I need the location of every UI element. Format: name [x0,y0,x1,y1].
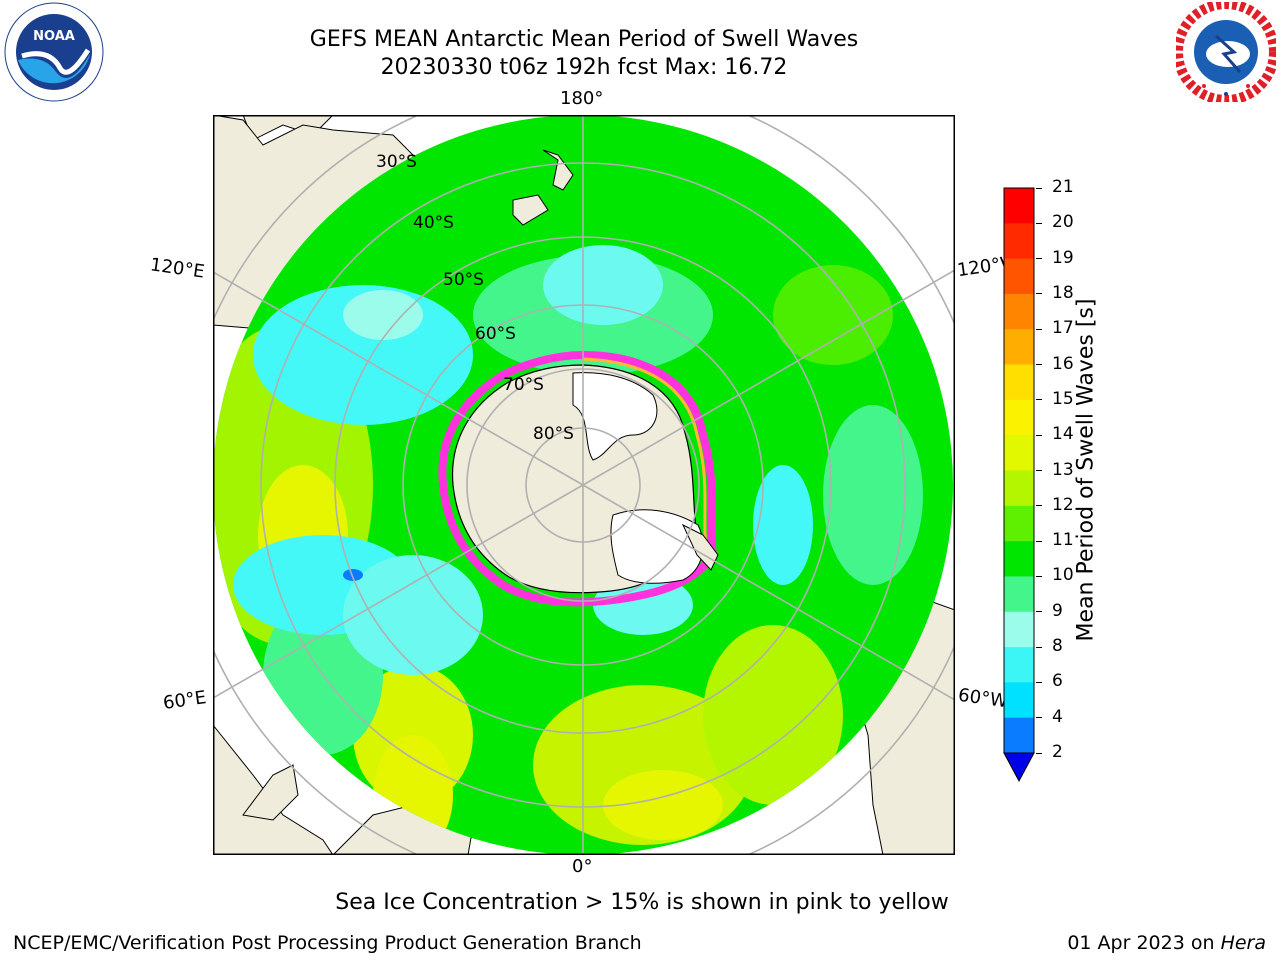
colorbar-tick-label: 18 [1052,282,1074,303]
colorbar-tick-label: 19 [1052,247,1074,268]
colorbar-tick-label: 12 [1052,494,1074,515]
footer-host: Hera [1220,932,1266,954]
noaa-logo: NOAA [4,2,104,102]
land-new-zealand-south [512,194,549,226]
colorbar-tick-label: 17 [1052,318,1074,339]
chart-subtitle: 20230330 t06z 192h fcst Max: 16.72 [380,55,788,80]
colorbar-tick-label: 20 [1052,212,1074,233]
colorbar-tick-label: 10 [1052,565,1074,586]
lat-label-50s: 50°S [443,270,484,290]
noaa-logo-text: NOAA [33,29,75,44]
colorbar-tick-mark [1036,717,1042,719]
land-new-zealand [542,149,574,191]
longitude-meridians [212,115,956,855]
colorbar-label: Mean Period of Swell Waves [s] [1073,298,1099,642]
colorbar-tick-mark [1036,681,1042,683]
colorbar-segment [1004,470,1034,507]
lat-label-40s: 40°S [413,213,454,233]
colorbar-segment [1004,399,1034,436]
lat-label-30s: 30°S [376,152,417,172]
antarctic-map [177,79,989,891]
colorbar-tick-label: 14 [1052,424,1074,445]
colorbar-segment [1004,505,1034,542]
colorbar-tick-label: 8 [1052,636,1063,657]
colorbar-segment [1004,435,1034,471]
nws-logo [1173,0,1279,105]
colorbar-tick-mark [1036,434,1042,436]
colorbar-tick-label: 15 [1052,388,1074,409]
colorbar-tick-mark [1036,187,1042,189]
lat-label-70s: 70°S [503,375,544,395]
antarctica [438,350,719,607]
sea-ice-edge [438,350,718,607]
colorbar-tick-mark [1036,752,1042,754]
colorbar-tick-mark [1036,646,1042,648]
colorbar-tick-mark [1036,575,1042,577]
sea-ice-note: Sea Ice Concentration > 15% is shown in … [335,890,949,915]
lat-label-80s: 80°S [533,424,574,444]
colorbar-tick-mark [1036,470,1042,471]
lon-label-60e: 60°E [161,687,208,714]
colorbar-tick-mark [1036,505,1042,507]
colorbar-segment [1004,223,1034,260]
colorbar-tick-mark [1036,258,1042,260]
colorbar-tick-mark [1036,399,1042,401]
footer-date: 01 Apr 2023 on Hera [1067,932,1266,954]
land-madagascar [242,764,299,821]
colorbar-segment [1004,541,1034,577]
colorbar-ticks: 2 4 6 8 9 10 11 12 13 14 15 16 17 18 19 20 21 [1036,0,1092,960]
colorbar-tick-mark [1036,364,1042,366]
colorbar-tick-label: 16 [1052,353,1074,374]
colorbar-tick-label: 2 [1052,742,1063,762]
colorbar-segment [1004,611,1034,648]
colorbar-tick-mark [1036,540,1042,542]
colorbar-segment [1004,329,1034,366]
chart-title: GEFS MEAN Antarctic Mean Period of Swell… [309,27,859,52]
colorbar-tick-mark [1036,328,1042,330]
colorbar [1000,186,1040,786]
lat-label-60s: 60°S [475,324,516,344]
footer-branch: NCEP/EMC/Verification Post Processing Pr… [13,932,642,954]
colorbar-tick-label: 21 [1052,177,1074,197]
colorbar-segment [1004,647,1034,683]
colorbar-segment [1004,576,1034,613]
colorbar-tick-label: 6 [1052,671,1063,692]
colorbar-tick-mark [1036,222,1042,224]
colorbar-tick-label: 13 [1052,459,1074,480]
colorbar-segment [1004,258,1034,295]
lon-label-180: 180° [560,88,604,109]
colorbar-segment [1004,293,1034,330]
colorbar-tick-label: 11 [1052,530,1074,551]
colorbar-tick-mark [1036,611,1042,613]
colorbar-segment [1004,188,1034,224]
lon-label-120e: 120°E [148,254,206,283]
colorbar-tick-label: 9 [1052,600,1063,621]
lon-label-0: 0° [572,856,593,877]
colorbar-extend-min [1003,752,1035,783]
colorbar-segment [1004,364,1034,401]
colorbar-tick-mark [1036,293,1042,295]
colorbar-tick-label: 4 [1052,706,1063,727]
colorbar-segment [1004,682,1034,719]
footer-date-text: 01 Apr 2023 on [1067,932,1221,954]
colorbar-segment [1004,717,1034,754]
